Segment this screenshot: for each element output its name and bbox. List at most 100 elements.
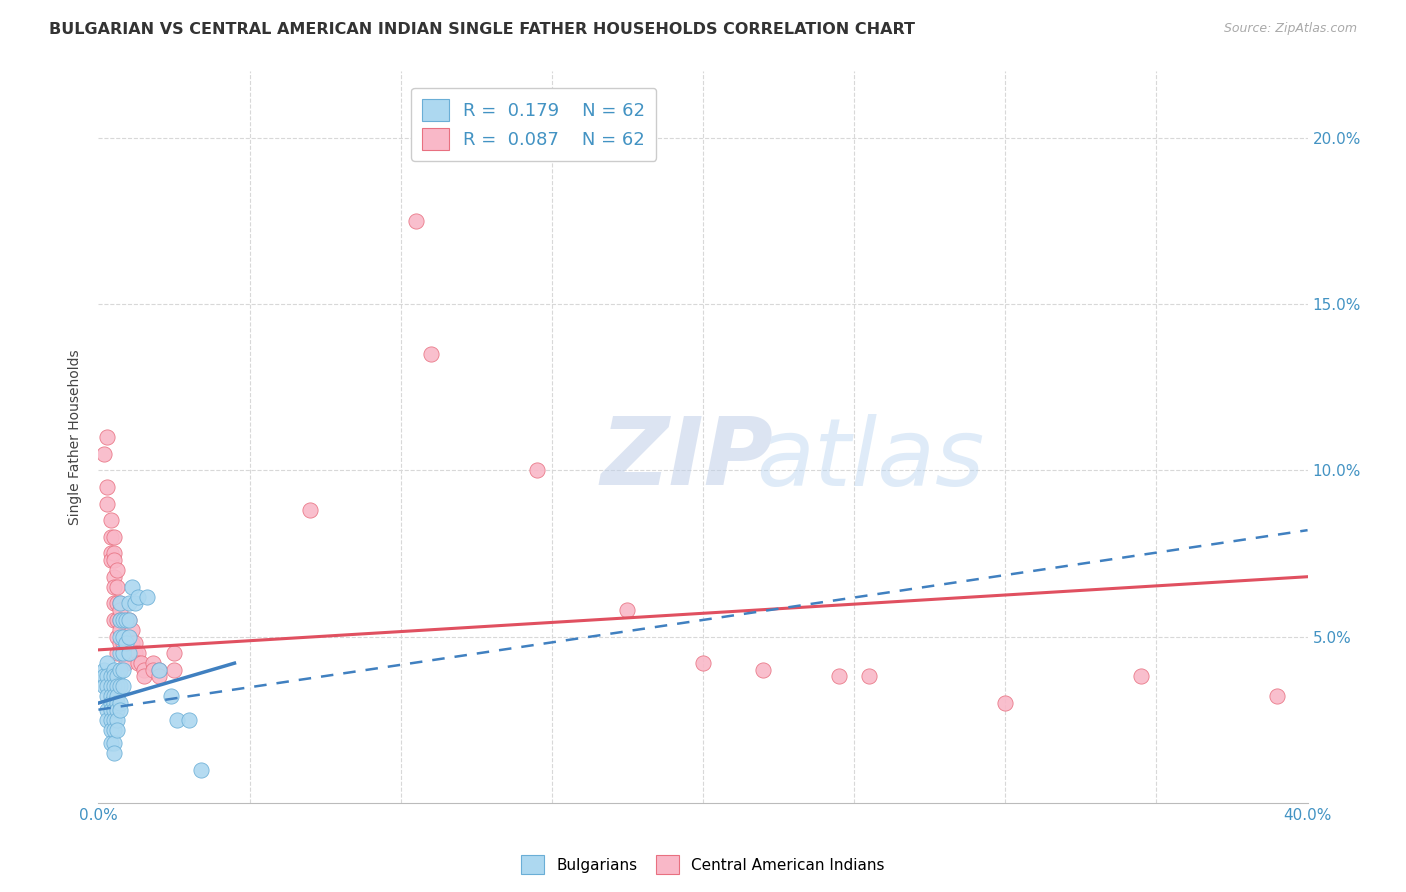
Point bbox=[108, 696, 131, 710]
Point bbox=[108, 646, 131, 660]
Point bbox=[111, 630, 134, 644]
Point bbox=[111, 646, 134, 660]
Point bbox=[105, 669, 128, 683]
Point bbox=[105, 703, 128, 717]
Point bbox=[103, 530, 125, 544]
Point bbox=[105, 723, 128, 737]
Point bbox=[105, 680, 128, 694]
Point bbox=[105, 596, 128, 610]
Point bbox=[163, 646, 186, 660]
Point bbox=[100, 713, 122, 727]
Point bbox=[105, 563, 128, 577]
Point bbox=[114, 636, 136, 650]
Point bbox=[828, 669, 851, 683]
Point bbox=[108, 630, 131, 644]
Point bbox=[124, 596, 146, 610]
Point bbox=[1130, 669, 1153, 683]
Point bbox=[111, 663, 134, 677]
Point bbox=[100, 690, 122, 704]
Point bbox=[135, 590, 157, 604]
Point bbox=[105, 630, 128, 644]
Point bbox=[108, 613, 131, 627]
Point bbox=[103, 746, 125, 760]
Point bbox=[103, 703, 125, 717]
Text: ZIP: ZIP bbox=[600, 413, 773, 505]
Point bbox=[103, 580, 125, 594]
Point bbox=[96, 669, 118, 683]
Point bbox=[127, 590, 149, 604]
Point bbox=[100, 553, 122, 567]
Point bbox=[858, 669, 880, 683]
Point bbox=[93, 669, 115, 683]
Point bbox=[132, 669, 155, 683]
Point bbox=[142, 656, 165, 670]
Point bbox=[103, 553, 125, 567]
Point bbox=[100, 736, 122, 750]
Point bbox=[100, 696, 122, 710]
Point bbox=[100, 723, 122, 737]
Point bbox=[96, 713, 118, 727]
Point bbox=[108, 703, 131, 717]
Point bbox=[179, 713, 201, 727]
Point bbox=[103, 669, 125, 683]
Point bbox=[148, 669, 170, 683]
Point bbox=[111, 680, 134, 694]
Point bbox=[121, 623, 143, 637]
Text: Source: ZipAtlas.com: Source: ZipAtlas.com bbox=[1223, 22, 1357, 36]
Point bbox=[108, 603, 131, 617]
Point bbox=[93, 447, 115, 461]
Point bbox=[96, 680, 118, 694]
Point bbox=[93, 680, 115, 694]
Point bbox=[160, 690, 183, 704]
Point bbox=[100, 680, 122, 694]
Point bbox=[96, 480, 118, 494]
Point bbox=[103, 696, 125, 710]
Point bbox=[103, 736, 125, 750]
Point bbox=[103, 680, 125, 694]
Point bbox=[299, 503, 322, 517]
Point bbox=[100, 530, 122, 544]
Point bbox=[114, 656, 136, 670]
Point bbox=[118, 630, 141, 644]
Point bbox=[111, 630, 134, 644]
Point bbox=[148, 663, 170, 677]
Point bbox=[127, 656, 149, 670]
Text: BULGARIAN VS CENTRAL AMERICAN INDIAN SINGLE FATHER HOUSEHOLDS CORRELATION CHART: BULGARIAN VS CENTRAL AMERICAN INDIAN SIN… bbox=[49, 22, 915, 37]
Point bbox=[405, 214, 427, 228]
Point bbox=[103, 723, 125, 737]
Point bbox=[105, 690, 128, 704]
Point bbox=[103, 570, 125, 584]
Point bbox=[118, 596, 141, 610]
Point bbox=[692, 656, 714, 670]
Point bbox=[111, 636, 134, 650]
Point bbox=[118, 613, 141, 627]
Point bbox=[105, 580, 128, 594]
Point bbox=[118, 646, 141, 660]
Point bbox=[114, 636, 136, 650]
Point bbox=[103, 713, 125, 727]
Point bbox=[96, 690, 118, 704]
Text: atlas: atlas bbox=[756, 414, 984, 505]
Point bbox=[96, 703, 118, 717]
Point bbox=[96, 656, 118, 670]
Point bbox=[103, 690, 125, 704]
Point bbox=[111, 613, 134, 627]
Point bbox=[108, 613, 131, 627]
Point bbox=[100, 513, 122, 527]
Point bbox=[124, 646, 146, 660]
Point bbox=[163, 663, 186, 677]
Point bbox=[114, 646, 136, 660]
Point bbox=[994, 696, 1017, 710]
Point bbox=[105, 713, 128, 727]
Legend: R =  0.179    N = 62, R =  0.087    N = 62: R = 0.179 N = 62, R = 0.087 N = 62 bbox=[411, 87, 657, 161]
Point bbox=[616, 603, 638, 617]
Point bbox=[121, 580, 143, 594]
Point bbox=[190, 763, 212, 777]
Point bbox=[752, 663, 775, 677]
Point bbox=[103, 546, 125, 560]
Point bbox=[166, 713, 188, 727]
Point bbox=[118, 630, 141, 644]
Point bbox=[93, 663, 115, 677]
Point bbox=[103, 663, 125, 677]
Point bbox=[96, 497, 118, 511]
